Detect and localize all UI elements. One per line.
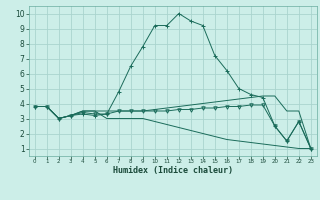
X-axis label: Humidex (Indice chaleur): Humidex (Indice chaleur): [113, 166, 233, 175]
